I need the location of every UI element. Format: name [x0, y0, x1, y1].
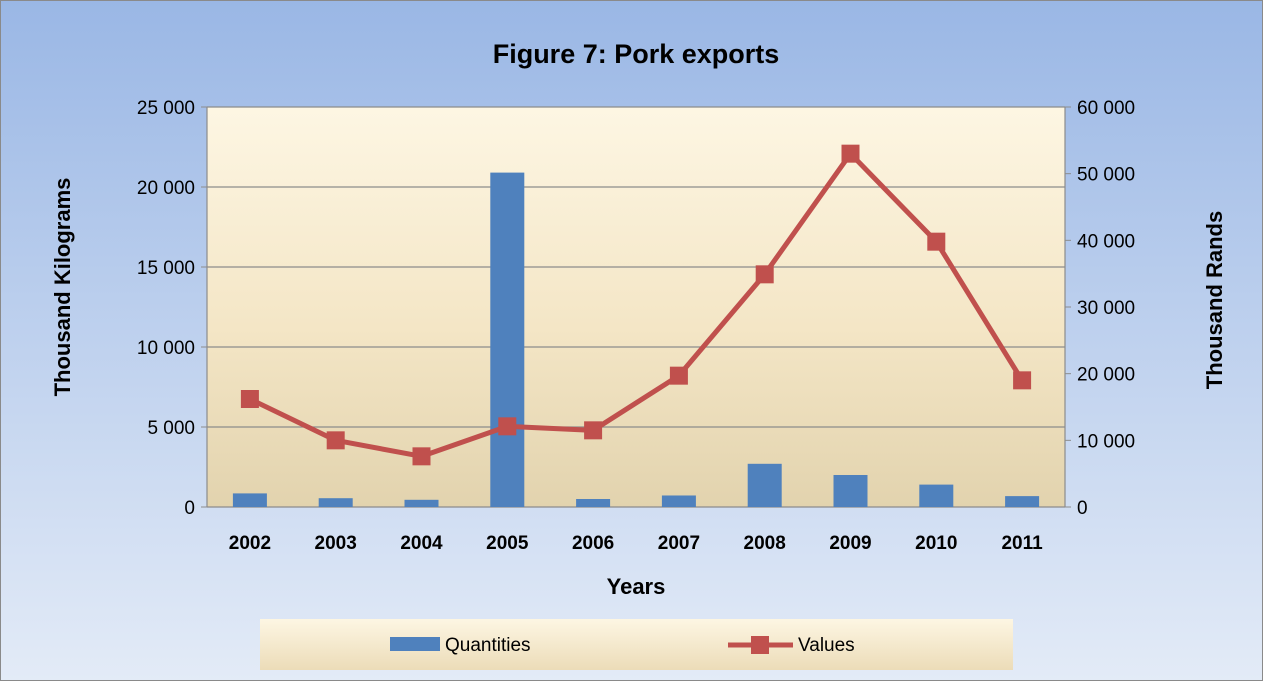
y-axis-label: Thousand Kilograms: [50, 178, 75, 397]
x-axis-label: Years: [607, 574, 666, 599]
x-tick-label: 2002: [229, 533, 271, 554]
right-tick-label: 30 000: [1077, 298, 1135, 319]
x-tick-label: 2007: [658, 533, 700, 554]
left-tick-label: 10 000: [137, 338, 195, 359]
point-values-2010: [927, 232, 946, 251]
right-tick-label: 40 000: [1077, 231, 1135, 252]
chart-title: Figure 7: Pork exports: [493, 39, 780, 69]
x-tick-label: 2009: [829, 533, 871, 554]
bar-quantities-2011: [1005, 496, 1040, 507]
x-tick-label: 2004: [400, 533, 443, 554]
point-values-2009: [841, 144, 860, 163]
left-tick-label: 0: [184, 498, 195, 519]
point-values-2008: [755, 265, 774, 284]
x-tick-label: 2003: [315, 533, 357, 554]
bar-quantities-2005: [490, 172, 525, 507]
left-axis-ticks: 0 5 000 10 000 15 000 20 000 25 000: [137, 98, 207, 519]
bar-quantities-2006: [576, 499, 611, 507]
x-tick-label: 2008: [744, 533, 786, 554]
right-axis-ticks: 0 10 000 20 000 30 000 40 000 50 000 60 000: [1065, 98, 1135, 519]
quantities-bars: [232, 172, 1040, 507]
right-tick-label: 50 000: [1077, 165, 1135, 186]
point-values-2004: [412, 447, 431, 466]
bar-quantities-2004: [404, 499, 439, 507]
right-tick-label: 60 000: [1077, 98, 1135, 119]
left-tick-label: 5 000: [147, 418, 195, 439]
left-tick-label: 15 000: [137, 258, 195, 279]
x-tick-label: 2011: [1001, 533, 1043, 554]
point-values-2006: [584, 421, 603, 440]
bar-quantities-2009: [833, 475, 868, 507]
left-tick-label: 25 000: [137, 98, 195, 119]
x-tick-label: 2005: [486, 533, 529, 554]
legend-marker-values: [751, 636, 769, 654]
bar-quantities-2003: [318, 498, 353, 507]
legend-swatch-quantities: [390, 637, 440, 651]
point-values-2011: [1013, 371, 1032, 390]
point-values-2005: [498, 417, 517, 436]
y2-axis-label: Thousand Rands: [1202, 211, 1227, 389]
x-tick-label: 2006: [572, 533, 614, 554]
legend-box: [260, 619, 1013, 670]
values-line: [248, 151, 1025, 459]
right-tick-label: 10 000: [1077, 431, 1135, 452]
bar-quantities-2008: [747, 463, 782, 507]
x-tick-label: 2010: [915, 533, 957, 554]
plot-area: [207, 107, 1065, 507]
point-values-2007: [669, 366, 688, 385]
point-values-2003: [326, 431, 345, 450]
legend-label-quantities: Quantities: [445, 635, 531, 656]
bar-quantities-2002: [232, 493, 267, 507]
bar-quantities-2010: [919, 484, 954, 507]
right-tick-label: 0: [1077, 498, 1088, 519]
x-axis-ticks: 2002 2003 2004 2005 2006 2007 2008 2009 2010 2011: [229, 533, 1043, 554]
left-tick-label: 20 000: [137, 178, 195, 199]
legend-label-values: Values: [798, 635, 855, 656]
right-tick-label: 20 000: [1077, 365, 1135, 386]
legend: Quantities Values: [260, 619, 1013, 670]
values-line-group: [240, 144, 1032, 466]
point-values-2002: [240, 390, 259, 408]
bar-quantities-2007: [661, 495, 696, 507]
